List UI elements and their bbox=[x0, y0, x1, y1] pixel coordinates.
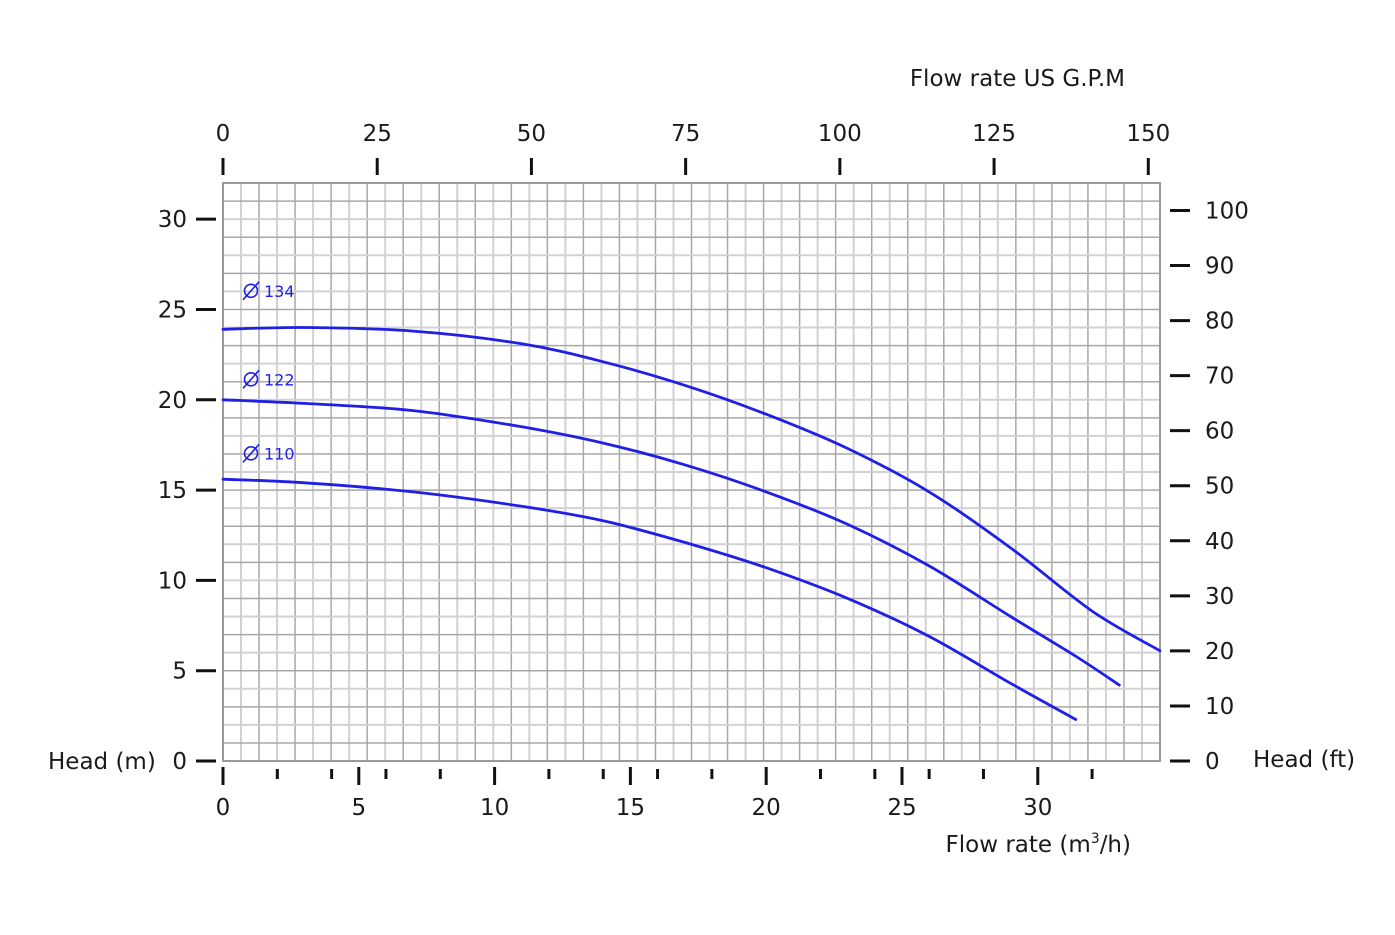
x-tick-label: 0 bbox=[216, 795, 231, 821]
x2-tick-label: 75 bbox=[671, 121, 700, 147]
curve-label-text: 134 bbox=[264, 282, 295, 301]
y-tick-label: 15 bbox=[158, 478, 187, 504]
grid bbox=[223, 183, 1160, 761]
series-curves bbox=[221, 326, 1162, 721]
y-tick-label: 20 bbox=[158, 388, 187, 414]
x-tick-label: 5 bbox=[351, 795, 366, 821]
plot-border bbox=[222, 182, 1161, 762]
curve-d110 bbox=[221, 477, 1078, 721]
y-tick-label: 10 bbox=[158, 568, 187, 594]
x-tick-label: 15 bbox=[616, 795, 645, 821]
y2-tick-label: 40 bbox=[1205, 529, 1234, 555]
top-axis-title: Flow rate US G.P.M bbox=[910, 66, 1125, 92]
y2-tick-label: 50 bbox=[1205, 474, 1234, 500]
diameter-icon-slash bbox=[242, 443, 260, 463]
y2-tick-label: 30 bbox=[1205, 584, 1234, 610]
diameter-icon bbox=[243, 371, 259, 387]
series-labels: 134 122 110 bbox=[242, 281, 295, 463]
curve-label-d122: 122 bbox=[242, 369, 295, 389]
y-tick-label: 30 bbox=[158, 207, 187, 233]
x2-tick-label: 50 bbox=[517, 121, 546, 147]
diameter-icon-slash bbox=[242, 369, 260, 389]
y2-tick-label: 100 bbox=[1205, 198, 1249, 224]
y-tick-label: 25 bbox=[158, 297, 187, 323]
x2-tick-label: 125 bbox=[972, 121, 1016, 147]
curve-d134 bbox=[221, 326, 1162, 653]
curve-d122 bbox=[221, 398, 1121, 687]
curve-label-d134: 134 bbox=[242, 281, 295, 301]
bottom-axis-title: Flow rate (m3/h) bbox=[946, 831, 1131, 858]
y2-tick-label: 60 bbox=[1205, 419, 1234, 445]
curve-label-text: 122 bbox=[264, 370, 295, 389]
x2-tick-label: 0 bbox=[216, 121, 231, 147]
diameter-icon-slash bbox=[242, 281, 260, 301]
curve-label-text: 110 bbox=[264, 444, 295, 463]
y2-tick-label: 10 bbox=[1205, 694, 1234, 720]
curve-label-d110: 110 bbox=[242, 443, 295, 463]
diameter-icon bbox=[243, 283, 259, 299]
diameter-icon bbox=[243, 446, 259, 461]
x-tick-label: 20 bbox=[752, 795, 781, 821]
y2-tick-label: 90 bbox=[1205, 254, 1234, 280]
x2-tick-label: 100 bbox=[818, 121, 862, 147]
y2-tick-label: 0 bbox=[1205, 749, 1220, 775]
x-tick-label: 30 bbox=[1023, 795, 1052, 821]
y-tick-label: 0 bbox=[172, 749, 187, 775]
x2-tick-label: 25 bbox=[363, 121, 392, 147]
x-tick-label: 10 bbox=[480, 795, 509, 821]
right-axis-title: Head (ft) bbox=[1253, 747, 1355, 773]
x2-tick-label: 150 bbox=[1126, 121, 1170, 147]
x-tick-label: 25 bbox=[887, 795, 916, 821]
axes: 0 5 10 15 20 25 300 25 50 75 100 125 150051015202530… bbox=[158, 121, 1249, 821]
y2-tick-label: 80 bbox=[1205, 309, 1234, 335]
y-tick-label: 5 bbox=[172, 659, 187, 685]
y2-tick-label: 20 bbox=[1205, 639, 1234, 665]
y2-tick-label: 70 bbox=[1205, 364, 1234, 390]
left-axis-title: Head (m) bbox=[48, 749, 156, 775]
